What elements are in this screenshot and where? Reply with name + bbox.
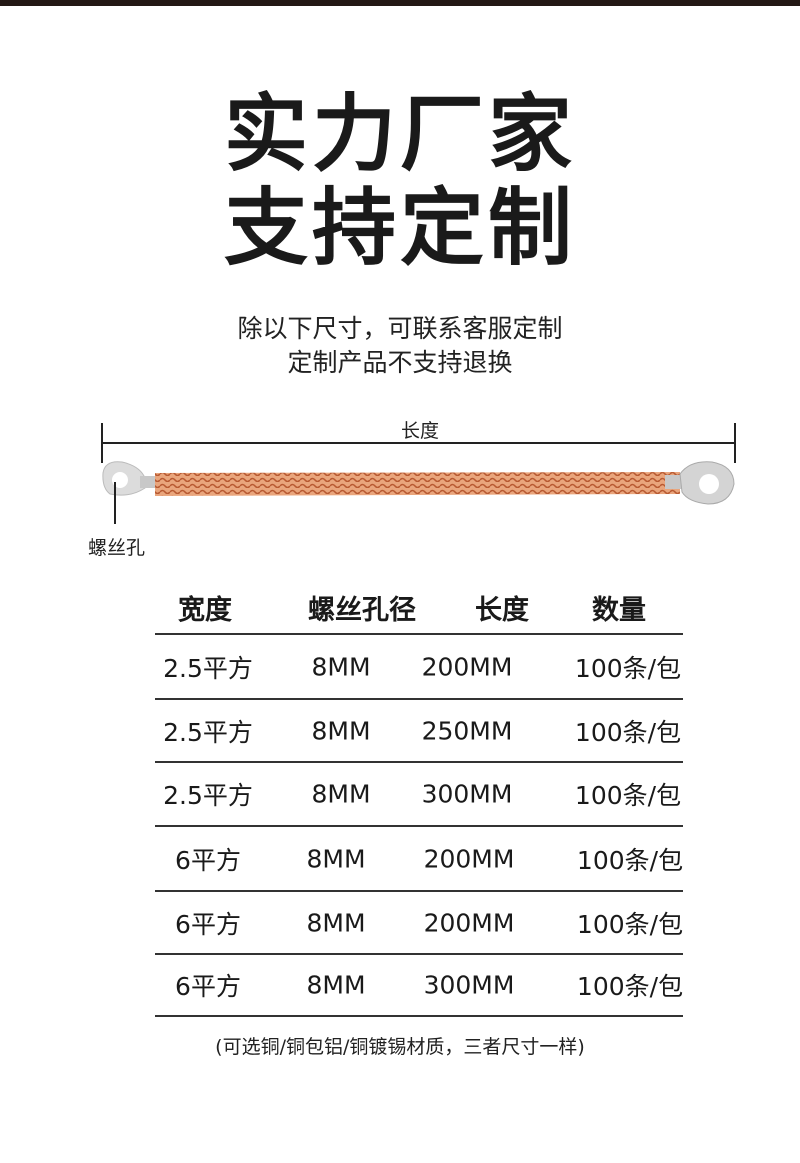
cell-quantity: 100条/包	[576, 845, 684, 875]
headline-line-1: 实力厂家	[223, 85, 576, 183]
subtitle-line-1: 除以下尺寸，可联系客服定制	[237, 314, 563, 343]
header-hole-diameter: 螺丝孔径	[308, 595, 416, 626]
cell-hole-diameter: 8MM	[311, 779, 371, 809]
cell-hole-diameter: 8MM	[311, 716, 371, 745]
cell-length: 200MM	[423, 844, 515, 873]
table-rule	[155, 633, 683, 635]
copper-braid-cable-image	[102, 461, 735, 505]
cell-hole-diameter: 8MM	[306, 970, 366, 1000]
cell-width: 2.5平方	[163, 717, 253, 747]
subtitle-line-2: 定制产品不支持退换	[287, 348, 513, 377]
cell-hole-diameter: 8MM	[306, 844, 366, 873]
dimension-tick-right	[734, 423, 736, 463]
cell-quantity: 100条/包	[574, 653, 682, 683]
cell-width: 2.5平方	[163, 781, 253, 810]
header-length: 长度	[475, 595, 529, 626]
cell-length: 200MM	[421, 652, 513, 681]
cell-length: 200MM	[423, 908, 515, 937]
cell-quantity: 100条/包	[574, 781, 682, 810]
table-rule	[155, 698, 683, 700]
table-rule	[155, 761, 683, 763]
cell-length: 300MM	[423, 970, 515, 1000]
material-note: (可选铜/铜包铝/铜镀锡材质，三者尺寸一样)	[215, 1036, 585, 1058]
cell-width: 6平方	[175, 972, 241, 1001]
top-bar	[0, 0, 800, 6]
table-rule	[155, 890, 683, 892]
cell-width: 6平方	[175, 845, 241, 875]
length-dimension-line	[101, 442, 735, 444]
cell-quantity: 100条/包	[576, 909, 684, 939]
length-label: 长度	[401, 420, 440, 442]
cell-length: 300MM	[421, 779, 513, 809]
dimension-tick-left	[101, 423, 103, 463]
header-width: 宽度	[178, 595, 232, 626]
cell-width: 2.5平方	[163, 653, 253, 683]
cell-hole-diameter: 8MM	[311, 652, 371, 681]
hole-label: 螺丝孔	[88, 537, 146, 559]
cell-quantity: 100条/包	[574, 717, 682, 747]
table-rule	[155, 825, 683, 827]
cell-hole-diameter: 8MM	[306, 908, 366, 937]
hole-pointer-line	[114, 482, 116, 524]
headline-line-2: 支持定制	[223, 179, 576, 277]
cell-quantity: 100条/包	[576, 972, 684, 1001]
cell-length: 250MM	[421, 716, 513, 745]
cell-width: 6平方	[175, 909, 241, 939]
table-rule	[155, 1015, 683, 1017]
table-rule	[155, 953, 683, 955]
header-quantity: 数量	[592, 595, 646, 626]
